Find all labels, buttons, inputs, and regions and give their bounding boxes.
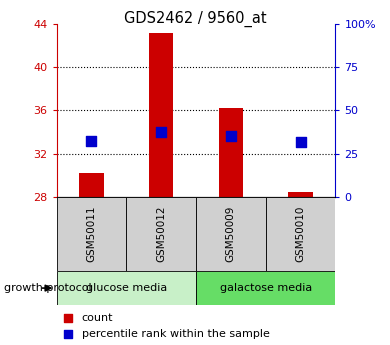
Point [228,134,234,139]
Bar [196,197,266,271]
Point [158,129,164,135]
Bar [288,193,313,197]
Text: GSM50010: GSM50010 [296,206,305,262]
Point [298,139,304,145]
Text: glucose media: glucose media [86,283,167,293]
Bar [79,173,104,197]
Bar [149,33,173,197]
Bar [57,197,126,271]
Bar [266,197,335,271]
Text: GSM50012: GSM50012 [156,206,166,262]
Point [65,332,71,337]
Point [88,138,94,143]
Bar [196,271,335,305]
Bar [219,108,243,197]
Text: GSM50009: GSM50009 [226,206,236,262]
Text: growth protocol: growth protocol [4,283,92,293]
Text: galactose media: galactose media [220,283,312,293]
Text: GSM50011: GSM50011 [87,206,96,262]
Text: percentile rank within the sample: percentile rank within the sample [82,329,269,339]
Point [65,315,71,321]
Text: GDS2462 / 9560_at: GDS2462 / 9560_at [124,10,266,27]
Bar [57,271,196,305]
Text: count: count [82,313,113,323]
Bar [126,197,196,271]
